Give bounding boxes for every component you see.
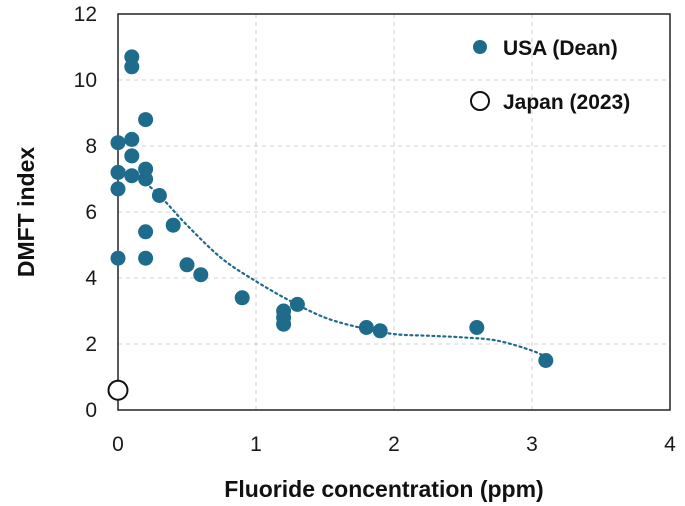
japan-data-point <box>107 379 129 401</box>
usa-data-point <box>138 250 154 266</box>
legend-marker-japan <box>470 91 490 111</box>
trendline <box>116 164 547 359</box>
y-tick-label: 6 <box>85 201 97 224</box>
usa-data-point <box>289 296 305 312</box>
x-tick-label: 0 <box>112 433 124 456</box>
grid <box>118 14 670 410</box>
usa-data-point <box>124 131 140 147</box>
usa-data-point <box>372 323 388 339</box>
data-points <box>107 49 554 401</box>
usa-data-point <box>276 316 292 332</box>
usa-data-point <box>193 267 209 283</box>
usa-data-point <box>151 188 167 203</box>
usa-data-point <box>124 168 140 184</box>
plot-area-frame <box>117 13 671 411</box>
x-tick-label: 4 <box>664 433 676 456</box>
usa-data-point <box>138 171 154 187</box>
usa-data-point <box>358 320 374 335</box>
x-tick-label: 3 <box>526 433 538 456</box>
x-tick-label: 1 <box>250 433 262 456</box>
usa-data-point <box>110 250 126 266</box>
usa-data-point <box>110 135 126 151</box>
y-tick-label: 8 <box>85 135 97 158</box>
usa-data-point <box>124 148 140 164</box>
legend: USA (Dean) Japan (2023) <box>470 37 630 114</box>
legend-label-usa: USA (Dean) <box>503 37 618 60</box>
y-axis-title: DMFT index <box>13 147 39 278</box>
usa-data-point <box>110 164 126 180</box>
usa-data-point <box>469 320 485 335</box>
x-axis-title: Fluoride concentration (ppm) <box>224 476 543 502</box>
usa-data-point <box>124 59 140 75</box>
x-axis-ticks: 0 1 2 3 4 <box>112 433 676 456</box>
usa-data-point <box>138 112 154 128</box>
y-tick-label: 10 <box>74 69 97 92</box>
usa-data-point <box>234 290 250 306</box>
y-tick-label: 12 <box>74 3 97 26</box>
usa-data-point <box>165 217 181 233</box>
usa-data-point <box>138 224 154 240</box>
usa-data-point <box>110 181 126 197</box>
y-tick-label: 4 <box>85 267 97 290</box>
legend-label-japan: Japan (2023) <box>503 91 630 114</box>
y-axis-ticks: 0 2 4 6 8 10 12 <box>74 3 98 422</box>
y-tick-label: 2 <box>85 333 97 356</box>
usa-data-point <box>179 257 195 273</box>
y-tick-label: 0 <box>85 399 97 422</box>
usa-data-point <box>538 353 554 368</box>
legend-marker-usa <box>473 40 487 54</box>
x-tick-label: 2 <box>388 433 400 456</box>
